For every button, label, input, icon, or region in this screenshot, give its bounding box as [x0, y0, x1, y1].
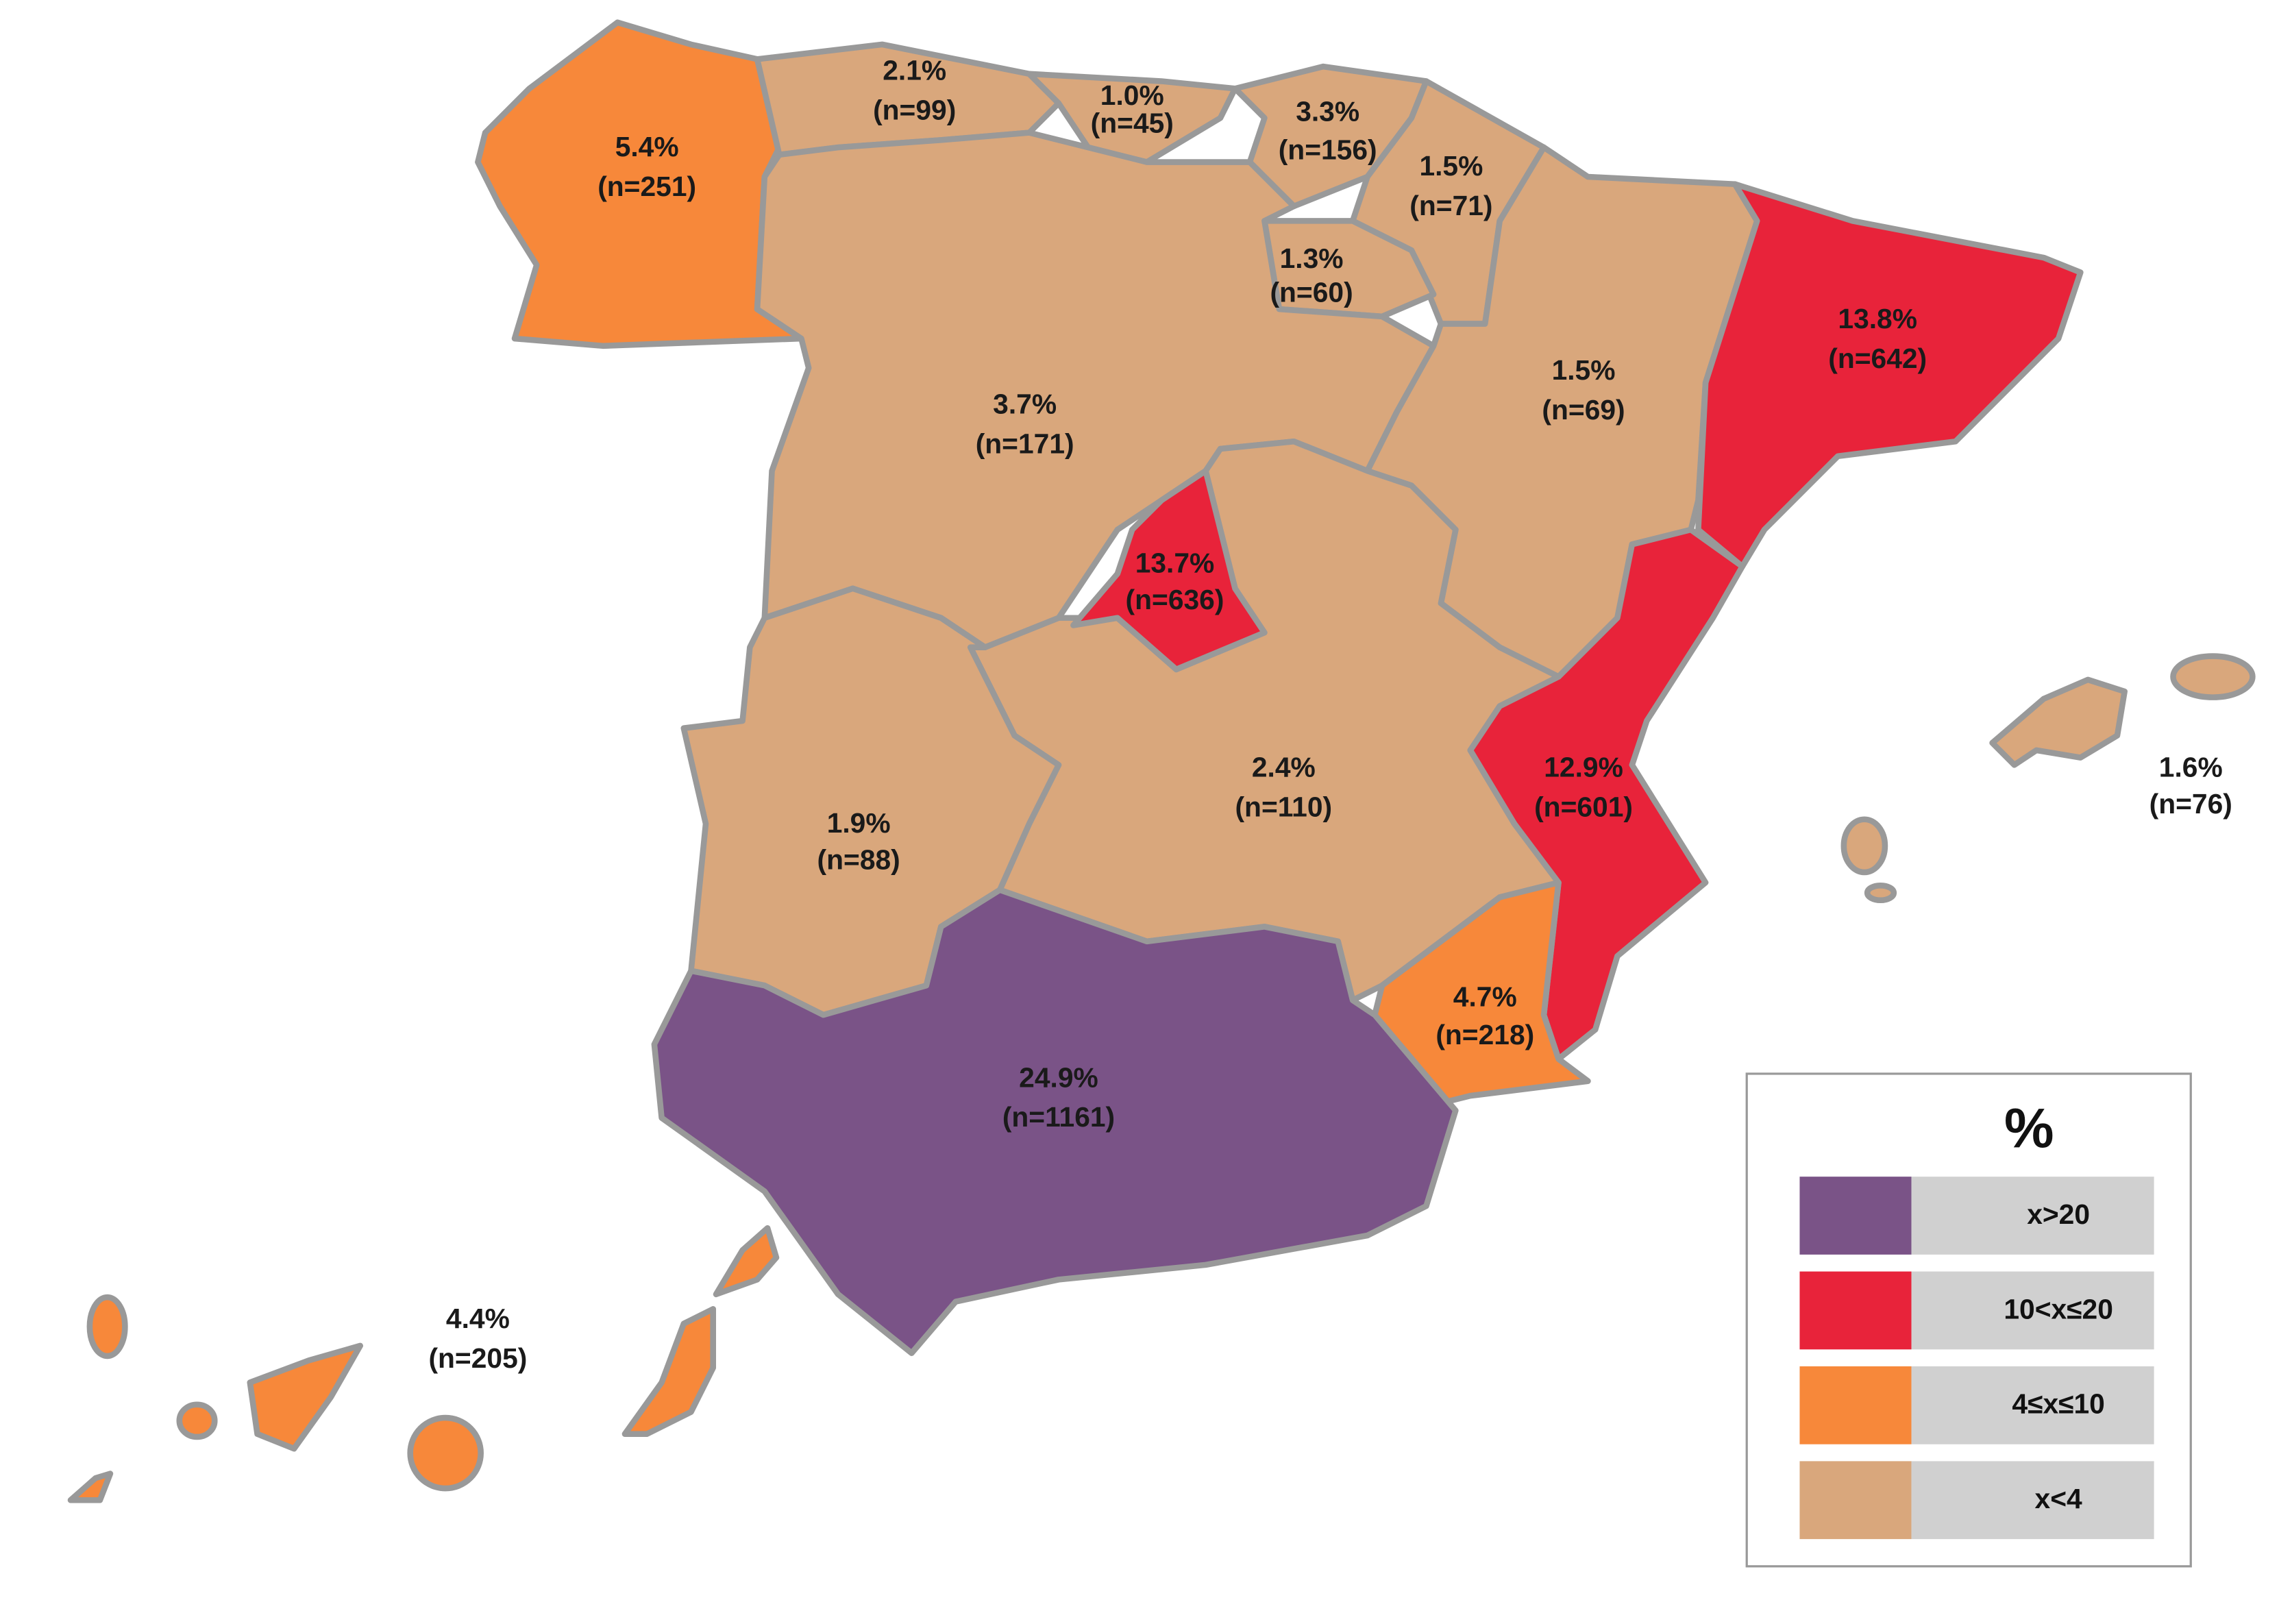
legend-label: x>20 [2027, 1198, 2090, 1230]
region [67, 1225, 780, 1503]
region-count: (n=69) [1542, 394, 1625, 426]
region-count: (n=60) [1270, 276, 1353, 308]
region [1840, 653, 2256, 904]
region-percent: 2.1% [883, 54, 946, 86]
region-count: (n=601) [1534, 791, 1633, 822]
region-count: (n=71) [1409, 190, 1492, 221]
region-count: (n=171) [976, 428, 1074, 459]
region-percent: 1.9% [827, 807, 891, 839]
region-percent: 1.0% [1100, 79, 1164, 111]
legend-label-bg [1911, 1177, 2154, 1255]
region-count: (n=45) [1091, 108, 1174, 139]
region-percent: 12.9% [1544, 752, 1623, 783]
region-percent: 4.7% [1453, 981, 1517, 1012]
region [1467, 526, 1746, 1062]
legend-label-bg [1911, 1366, 2154, 1444]
legend-label: x<4 [2035, 1483, 2082, 1514]
legend-label-bg [1911, 1461, 2154, 1540]
region-percent: 4.4% [446, 1303, 510, 1334]
region-percent: 1.6% [2159, 752, 2223, 783]
legend-swatch [1799, 1461, 1912, 1540]
region [651, 887, 1459, 1356]
region-count: (n=1161) [1002, 1101, 1115, 1133]
region-count: (n=636) [1126, 584, 1224, 615]
region-percent: 1.3% [1280, 243, 1344, 274]
region-count: (n=88) [817, 844, 900, 876]
legend-swatch [1799, 1366, 1912, 1444]
legend-title: % [2004, 1097, 2054, 1159]
region-count: (n=110) [1235, 791, 1332, 822]
legend-swatch [1799, 1177, 1912, 1255]
region [1695, 181, 2084, 569]
region-percent: 1.5% [1419, 150, 1483, 182]
region-count: (n=205) [428, 1342, 527, 1374]
legend-label: 4≤x≤10 [2012, 1388, 2104, 1420]
region-percent: 2.4% [1252, 752, 1316, 783]
region [1026, 71, 1238, 165]
region [1070, 467, 1268, 673]
legend-label-bg [1911, 1271, 2154, 1350]
region-percent: 1.5% [1552, 354, 1616, 386]
region-count: (n=251) [598, 171, 696, 202]
region-count: (n=156) [1279, 134, 1377, 165]
region-percent: 3.7% [993, 389, 1057, 420]
region [1372, 879, 1591, 1107]
region-count: (n=76) [2149, 788, 2232, 820]
region-percent: 13.8% [1838, 303, 1917, 334]
region-percent: 5.4% [615, 131, 679, 162]
legend: % x>20 10<x≤20 4≤x≤10 x<4 [1745, 1072, 2192, 1568]
region-count: (n=99) [873, 94, 956, 125]
region-count: (n=642) [1828, 343, 1927, 374]
region-percent: 3.3% [1296, 96, 1359, 127]
legend-swatch [1799, 1271, 1912, 1350]
region-percent: 13.7% [1135, 547, 1215, 578]
region-labels: 5.4% (n=251) 2.1% (n=99) 1.0% (n=45) 3.3… [428, 54, 2232, 1374]
region-percent: 24.9% [1019, 1061, 1098, 1093]
region-count: (n=218) [1436, 1019, 1534, 1050]
legend-label: 10<x≤20 [2004, 1293, 2113, 1325]
